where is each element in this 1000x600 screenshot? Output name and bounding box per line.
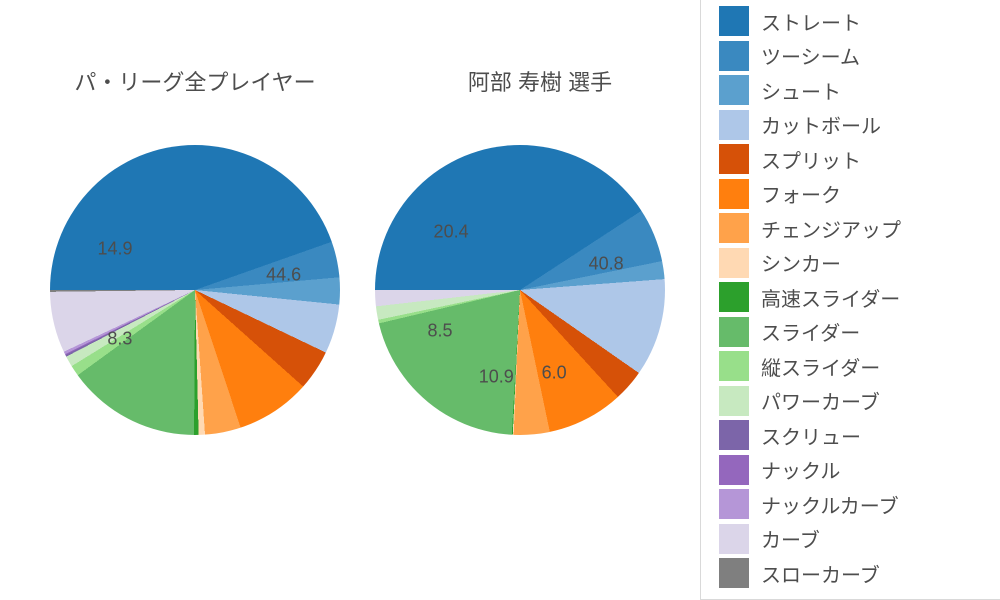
legend-label: カットボール (761, 110, 881, 139)
legend-item: スローカーブ (719, 556, 1000, 591)
legend-label: ストレート (761, 7, 861, 36)
legend-label: ナックルカーブ (761, 490, 899, 519)
legend-swatch (719, 41, 749, 71)
legend-swatch (719, 489, 749, 519)
legend-swatch (719, 248, 749, 278)
pie-label-league-5: 8.3 (107, 329, 132, 350)
legend-swatch (719, 282, 749, 312)
legend-swatch (719, 420, 749, 450)
pie-label-league-0: 44.6 (266, 264, 301, 285)
pie-label-player-5: 8.5 (428, 321, 453, 342)
legend-swatch (719, 558, 749, 588)
legend-item: スライダー (719, 315, 1000, 350)
legend-label: シンカー (761, 248, 841, 277)
pie-label-league-9: 14.9 (97, 238, 132, 259)
legend-item: フォーク (719, 177, 1000, 212)
pie-league (50, 145, 340, 435)
legend-item: ストレート (719, 4, 1000, 39)
pie-player (375, 145, 665, 435)
pie-label-player-3: 10.9 (479, 366, 514, 387)
legend-label: フォーク (761, 179, 841, 208)
pies-area: パ・リーグ全プレイヤー 44.6 8.3 14.9 阿部 寿樹 選手 40.8 6.0 10.… (0, 0, 700, 600)
legend-item: スプリット (719, 142, 1000, 177)
legend-label: スライダー (761, 317, 860, 346)
legend-label: 高速スライダー (761, 283, 900, 312)
legend-item: カットボール (719, 108, 1000, 143)
legend-label: チェンジアップ (761, 214, 901, 243)
legend-item: シュート (719, 73, 1000, 108)
legend-item: カーブ (719, 522, 1000, 557)
legend-swatch (719, 6, 749, 36)
legend-label: ツーシーム (761, 41, 860, 70)
legend-swatch (719, 144, 749, 174)
legend-swatch (719, 179, 749, 209)
legend-label: スクリュー (761, 421, 861, 450)
legend-swatch (719, 455, 749, 485)
legend-item: 縦スライダー (719, 349, 1000, 384)
legend-item: チェンジアップ (719, 211, 1000, 246)
legend-label: スプリット (761, 145, 861, 174)
legend-item: シンカー (719, 246, 1000, 281)
legend-swatch (719, 110, 749, 140)
legend-item: ナックルカーブ (719, 487, 1000, 522)
legend-item: スクリュー (719, 418, 1000, 453)
pie-label-player-0: 40.8 (589, 254, 624, 275)
legend-swatch (719, 317, 749, 347)
legend-item: パワーカーブ (719, 384, 1000, 419)
pie-title-league: パ・リーグ全プレイヤー (45, 65, 345, 97)
legend-swatch (719, 213, 749, 243)
legend-item: 高速スライダー (719, 280, 1000, 315)
chart-stage: パ・リーグ全プレイヤー 44.6 8.3 14.9 阿部 寿樹 選手 40.8 6.0 10.… (0, 0, 1000, 600)
legend-item: ナックル (719, 453, 1000, 488)
legend-label: シュート (761, 76, 841, 105)
legend-swatch (719, 386, 749, 416)
legend: ストレートツーシームシュートカットボールスプリットフォークチェンジアップシンカー… (700, 0, 1000, 600)
legend-swatch (719, 351, 749, 381)
legend-item: ツーシーム (719, 39, 1000, 74)
pie-label-player-1: 6.0 (542, 363, 567, 384)
legend-label: スローカーブ (761, 559, 880, 588)
legend-swatch (719, 524, 749, 554)
legend-swatch (719, 75, 749, 105)
pie-title-player: 阿部 寿樹 選手 (390, 65, 690, 97)
legend-label: 縦スライダー (761, 352, 880, 381)
pie-label-player-9: 20.4 (434, 222, 469, 243)
legend-label: パワーカーブ (761, 386, 880, 415)
legend-label: カーブ (761, 524, 820, 553)
legend-label: ナックル (761, 455, 840, 484)
